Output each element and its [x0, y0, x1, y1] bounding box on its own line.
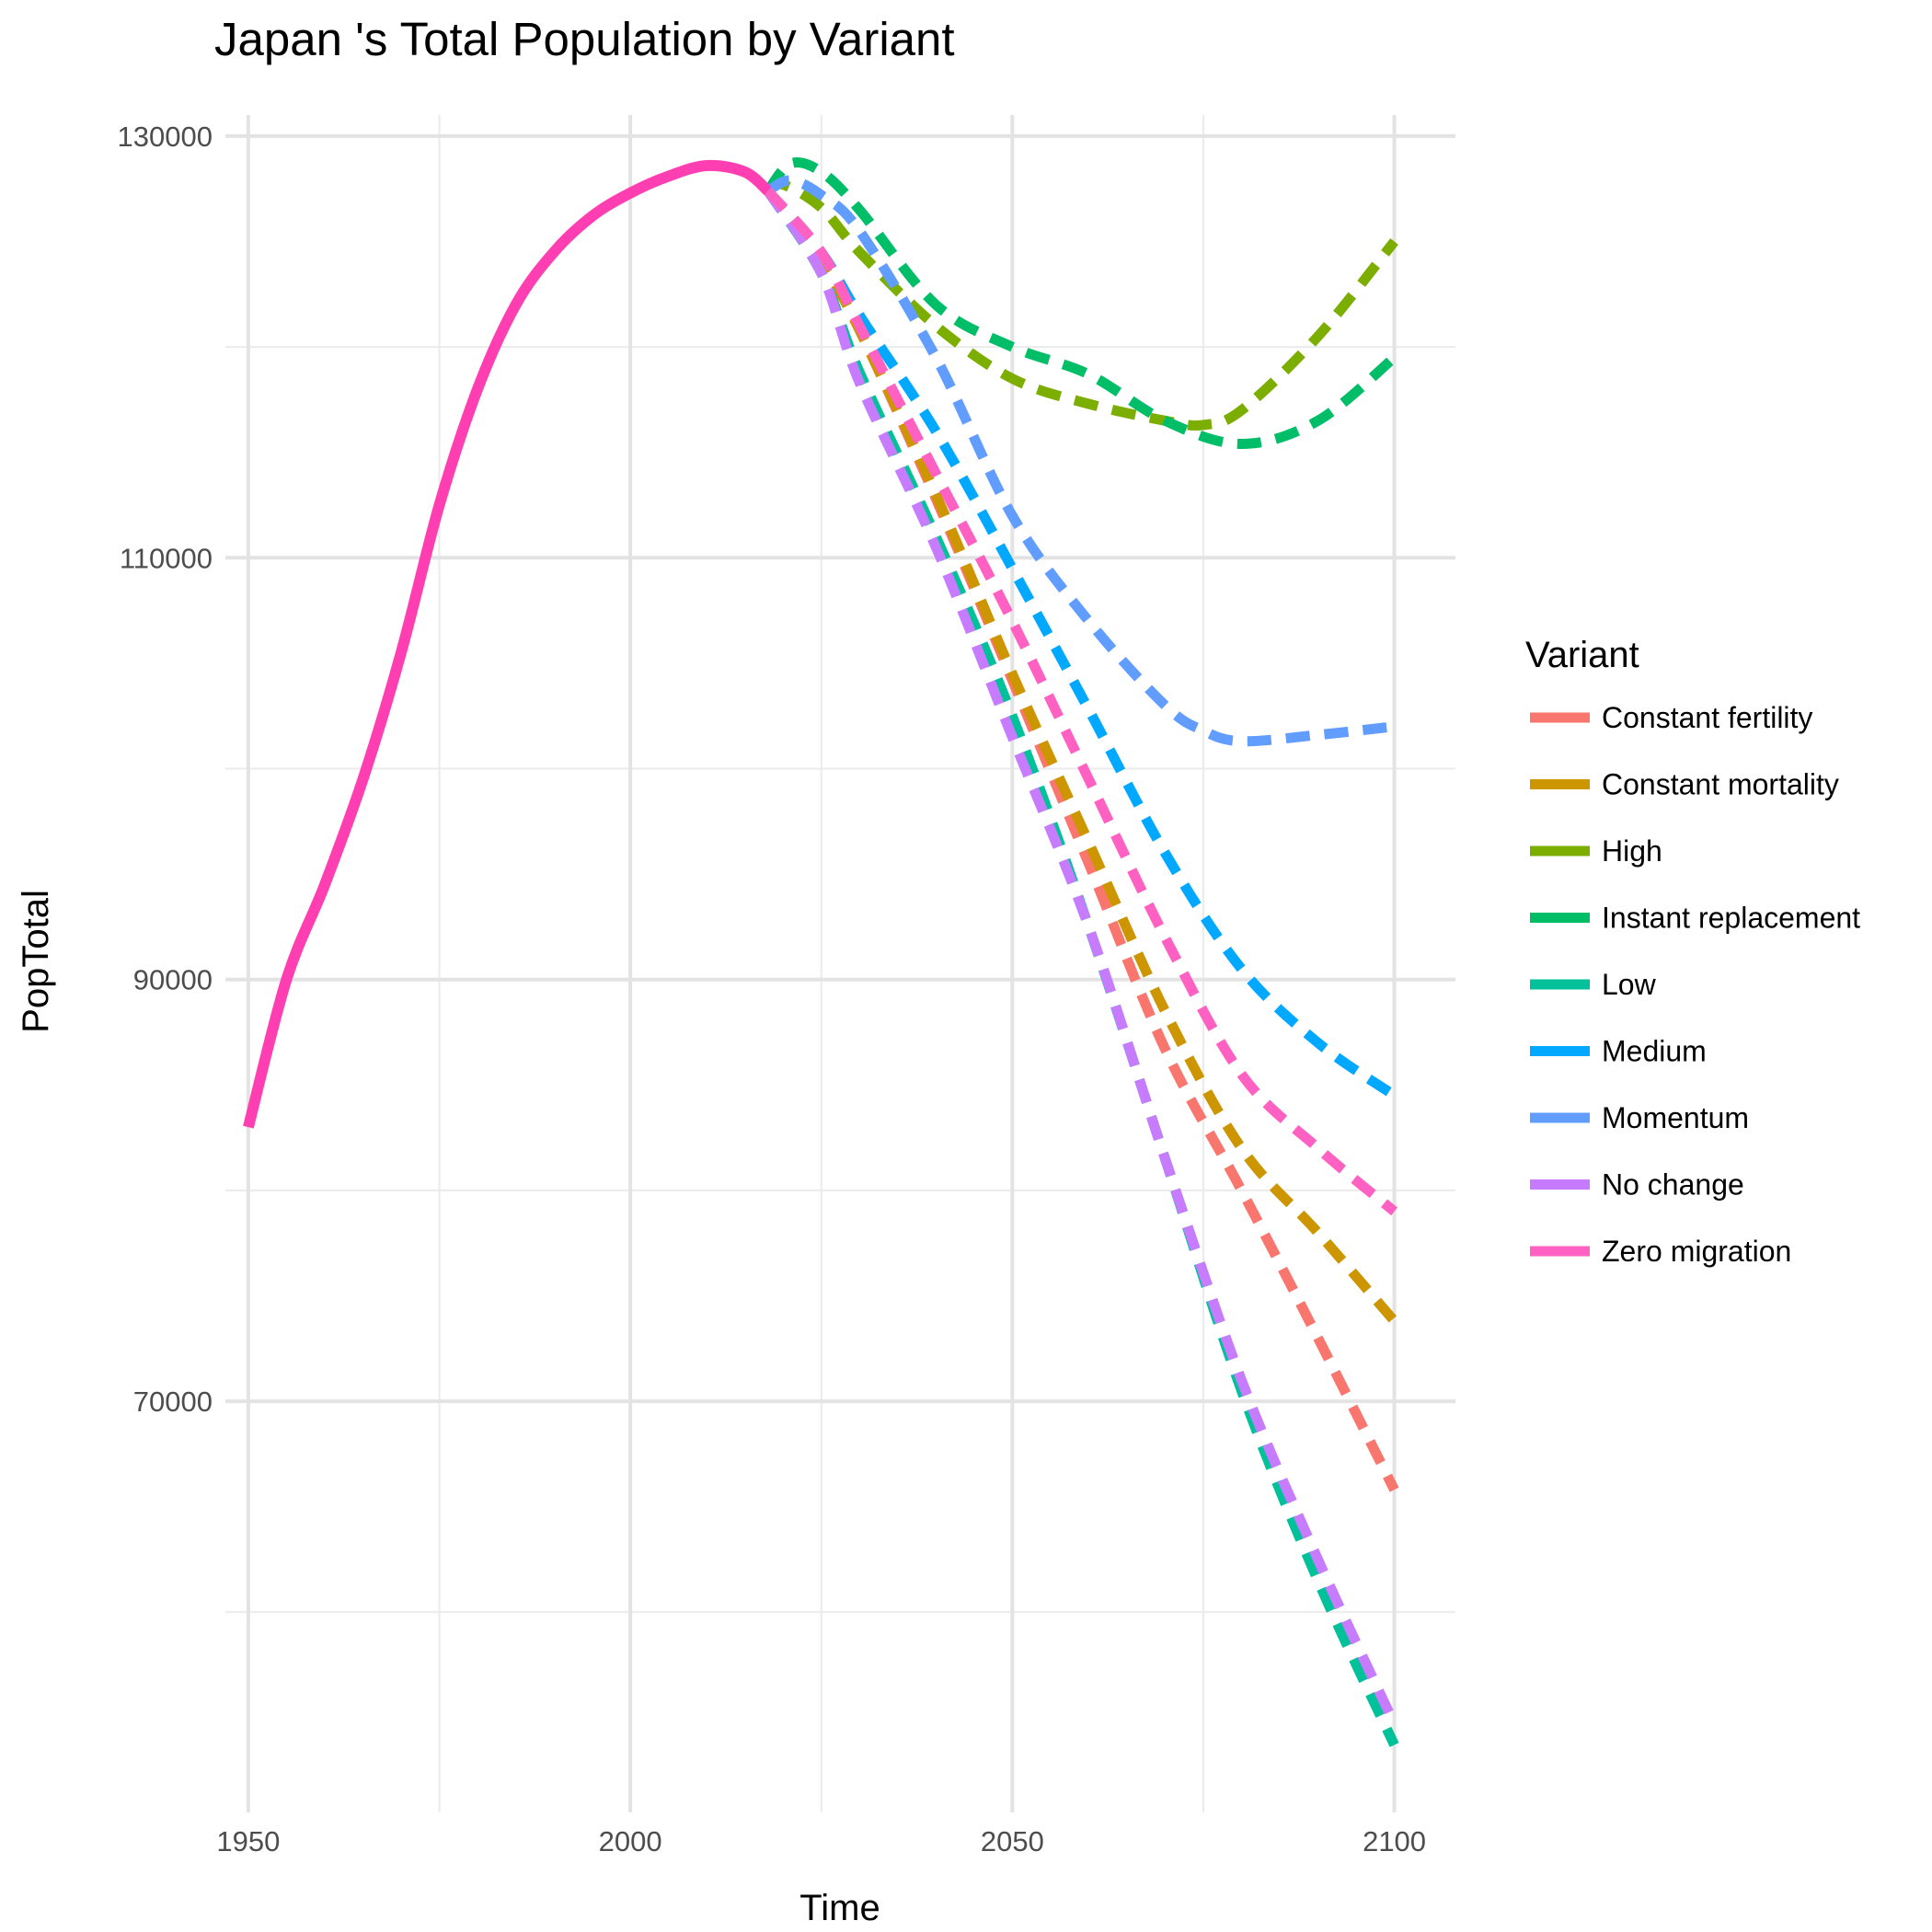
- series-line-momentum: [765, 175, 1396, 747]
- series-line-zero-migration: [764, 187, 1398, 1216]
- legend-label: No change: [1602, 1168, 1744, 1202]
- legend-label: High: [1602, 834, 1662, 868]
- legend-label: Constant fertility: [1602, 701, 1812, 734]
- x-tick-label: 2100: [1363, 1825, 1426, 1857]
- y-tick-label: 70000: [133, 1386, 213, 1418]
- series-line-low: [763, 188, 1399, 1748]
- series-line-constant-fertility: [764, 188, 1399, 1492]
- series-line-instant-replacement: [764, 157, 1398, 449]
- legend-items: Constant fertility Constant mortality High…: [1530, 701, 1860, 1268]
- y-tick-label: 130000: [118, 121, 213, 153]
- x-tick-label: 1950: [216, 1825, 280, 1857]
- series-line-high: [765, 178, 1398, 431]
- historical-line: [243, 159, 772, 1129]
- legend: Variant Constant fertility Constant morta…: [1525, 635, 1860, 1268]
- x-tick-label: 2000: [599, 1825, 662, 1857]
- legend-label: Instant replacement: [1602, 902, 1860, 935]
- legend-label: Medium: [1602, 1035, 1707, 1068]
- y-axis-title: PopTotal: [16, 890, 56, 1033]
- x-tick-label: 2050: [981, 1825, 1044, 1857]
- series-line-medium: [764, 187, 1397, 1100]
- series-lines: [243, 157, 1399, 1748]
- axis-ticks: 1950 2000 2050 2100 70000 90000 110000 130000: [118, 121, 1427, 1857]
- legend-title: Variant: [1525, 635, 1639, 675]
- y-tick-label: 90000: [133, 964, 213, 996]
- grid: [225, 115, 1455, 1812]
- legend-label: Low: [1602, 968, 1657, 1001]
- series-line-no-change: [763, 188, 1399, 1727]
- legend-label: Zero migration: [1602, 1235, 1791, 1268]
- legend-label: Momentum: [1602, 1101, 1749, 1134]
- x-axis-title: Time: [799, 1888, 880, 1928]
- chart-title: Japan 's Total Population by Variant: [214, 13, 955, 65]
- legend-label: Constant mortality: [1602, 768, 1839, 801]
- y-tick-label: 110000: [120, 542, 213, 574]
